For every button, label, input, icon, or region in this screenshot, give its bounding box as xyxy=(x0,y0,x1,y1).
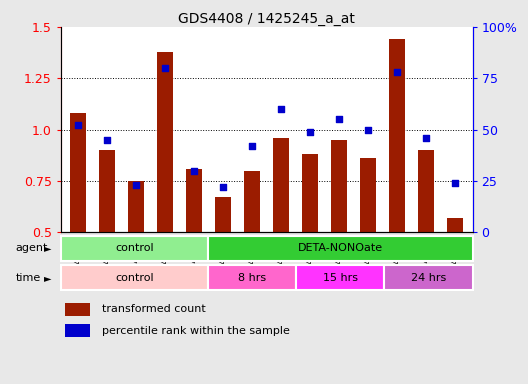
Text: 24 hrs: 24 hrs xyxy=(411,273,446,283)
Point xyxy=(451,180,459,186)
Text: 8 hrs: 8 hrs xyxy=(238,273,266,283)
Text: transformed count: transformed count xyxy=(102,305,205,314)
Bar xyxy=(157,51,173,232)
Text: control: control xyxy=(115,243,154,253)
Bar xyxy=(302,154,318,232)
Bar xyxy=(389,39,405,232)
Point xyxy=(306,129,314,135)
Bar xyxy=(418,150,434,232)
Point xyxy=(393,69,401,75)
Bar xyxy=(65,324,90,337)
Bar xyxy=(208,236,473,260)
Bar xyxy=(70,113,86,232)
Text: 15 hrs: 15 hrs xyxy=(323,273,357,283)
Bar xyxy=(65,303,90,316)
Text: ►: ► xyxy=(44,273,51,283)
Text: ►: ► xyxy=(44,243,51,253)
Bar xyxy=(360,158,376,232)
Title: GDS4408 / 1425245_a_at: GDS4408 / 1425245_a_at xyxy=(178,12,355,26)
Text: percentile rank within the sample: percentile rank within the sample xyxy=(102,326,290,336)
Point xyxy=(74,122,82,129)
Bar xyxy=(99,150,115,232)
Point xyxy=(132,182,140,188)
Bar xyxy=(296,265,384,290)
Bar xyxy=(61,265,208,290)
Point xyxy=(422,135,430,141)
Point xyxy=(103,137,111,143)
Bar xyxy=(273,138,289,232)
Bar xyxy=(331,140,347,232)
Bar xyxy=(215,197,231,232)
Point xyxy=(161,65,169,71)
Bar xyxy=(208,265,296,290)
Text: time: time xyxy=(16,273,41,283)
Text: agent: agent xyxy=(16,243,48,253)
Bar xyxy=(244,170,260,232)
Text: control: control xyxy=(115,273,154,283)
Bar xyxy=(447,218,463,232)
Bar xyxy=(61,236,208,260)
Point xyxy=(219,184,228,190)
Point xyxy=(364,127,372,133)
Bar xyxy=(128,181,144,232)
Point xyxy=(190,167,199,174)
Bar xyxy=(384,265,473,290)
Bar xyxy=(186,169,202,232)
Point xyxy=(335,116,343,122)
Point xyxy=(277,106,285,112)
Point xyxy=(248,143,257,149)
Text: DETA-NONOate: DETA-NONOate xyxy=(298,243,383,253)
